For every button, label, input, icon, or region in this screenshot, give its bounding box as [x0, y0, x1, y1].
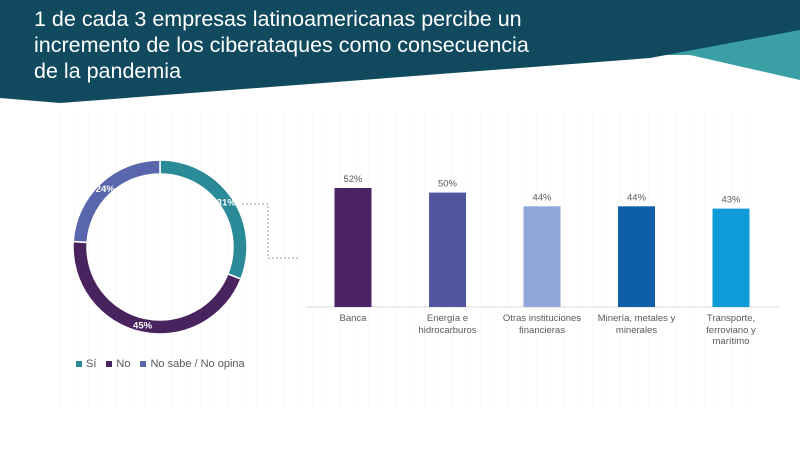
legend-swatch-no	[106, 361, 113, 367]
legend-swatch-si	[76, 361, 82, 367]
bar-category-label-line: minerales	[615, 324, 658, 336]
bar-category-label-line: ferroviano y	[706, 324, 756, 336]
banner-background	[0, 0, 800, 103]
donut-slice	[72, 240, 242, 335]
donut-slice-label: 31%	[217, 198, 237, 209]
bar-category-label-line: marítimo	[712, 336, 750, 347]
bar	[334, 188, 372, 307]
bar-category-label-line: Banca	[339, 313, 367, 324]
bar	[712, 208, 750, 307]
legend-label-no-sabe: No sabe / No opina	[150, 358, 245, 370]
title-line: 1 de cada 3 empresas latinoamericanas pe…	[34, 7, 522, 31]
bar-category-label: Banca	[305, 313, 401, 325]
legend-swatch-no-sabe	[140, 361, 147, 367]
bar-category-label: Energía e hidrocarburos	[400, 313, 496, 336]
title-banner	[0, 0, 800, 103]
bar-value-label: 44%	[532, 192, 552, 203]
legend-item-si: Sí	[76, 358, 96, 370]
connector-line	[242, 203, 300, 259]
donut-slice	[159, 159, 248, 281]
legend-label-si: Sí	[86, 358, 97, 370]
bar-category-label-line: Otras instituciones	[502, 313, 582, 324]
bar-category-label-line: financieras	[519, 324, 565, 336]
donut-slice	[72, 159, 161, 244]
bar	[618, 206, 655, 307]
title-line: de la pandemia	[34, 59, 182, 83]
slide-title: 1 de cada 3 empresas latinoamericanas pe…	[34, 6, 634, 84]
legend-item-no: No	[106, 358, 130, 370]
bar-category-label: Minería, metales y minerales	[589, 313, 685, 336]
legend-item-no-sabe: No sabe / No opina	[140, 358, 245, 370]
bar-category-label-line: hidrocarburos	[418, 324, 477, 336]
bar	[523, 206, 561, 307]
bar-category-label-line: Transporte,	[706, 313, 756, 324]
donut-legend: Sí No No sabe / No opina	[76, 358, 245, 370]
donut-slice-label: 45%	[133, 321, 153, 332]
legend-label-no: No	[116, 358, 131, 370]
bar-value-label: 43%	[721, 195, 741, 206]
donut-slice-label: 24%	[96, 184, 116, 195]
bar-category-label-line: Energía e	[426, 313, 469, 324]
bar-value-label: 44%	[627, 192, 647, 203]
title-line: incremento de los ciberataques como cons…	[34, 33, 529, 57]
bar-category-label: Otras instituciones financieras	[494, 313, 590, 336]
bar	[429, 192, 466, 307]
bar-category-label-line: Minería, metales y	[597, 313, 676, 324]
bar-value-label: 50%	[438, 179, 458, 190]
bar-category-label: Transporte, ferroviano y marítimo	[683, 313, 779, 348]
bar-value-label: 52%	[343, 174, 363, 185]
